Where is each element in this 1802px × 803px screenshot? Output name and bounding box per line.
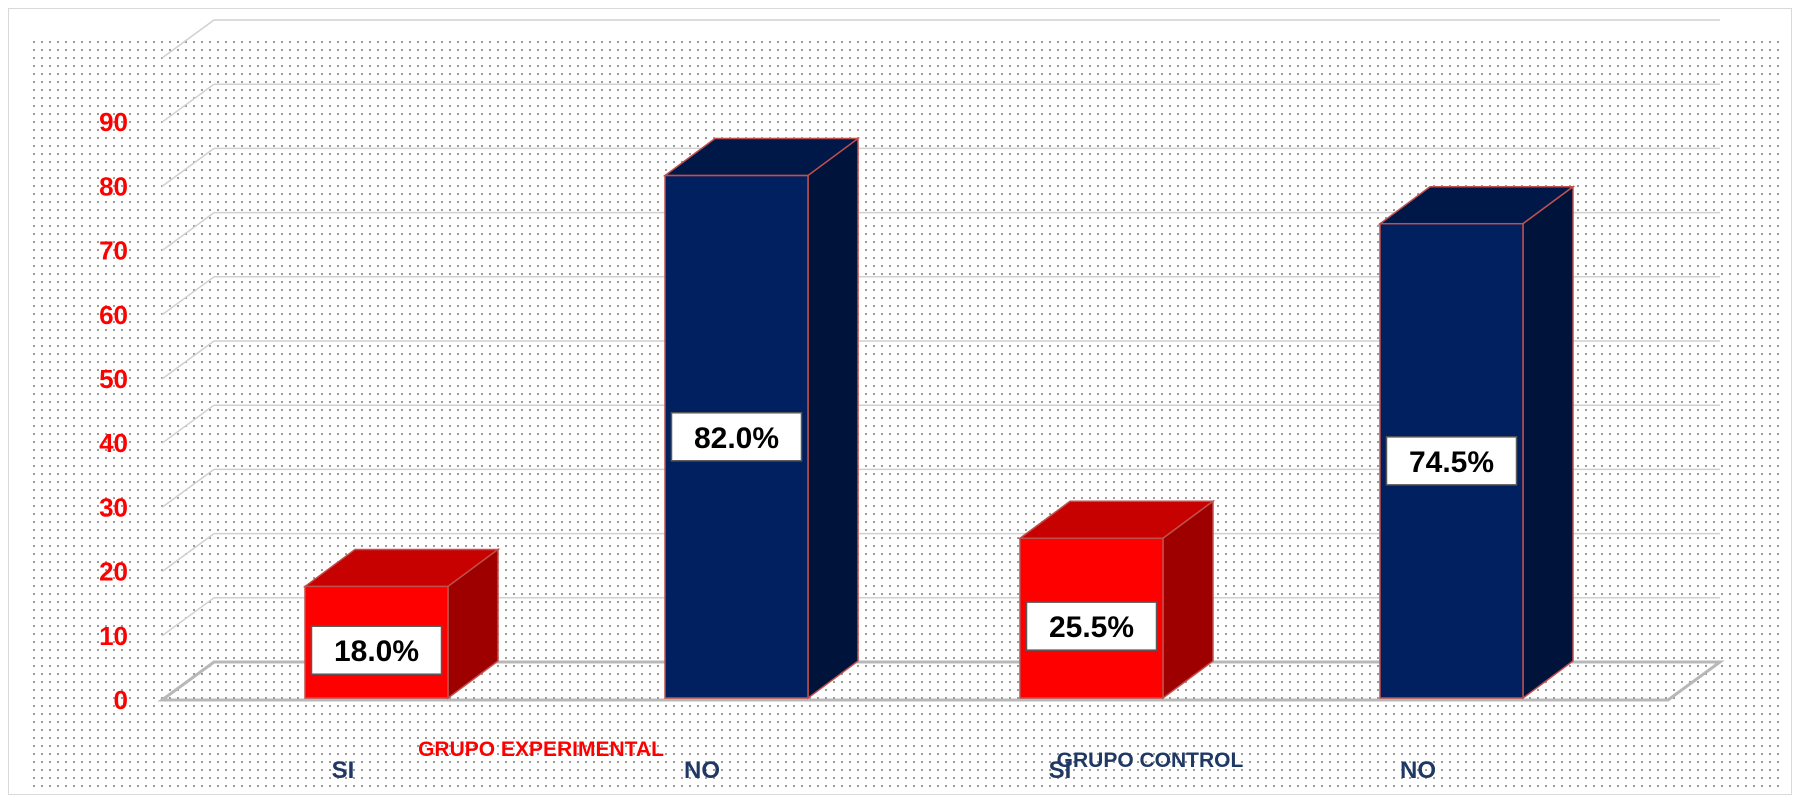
data-label-text: 82.0%	[694, 422, 779, 455]
y-tick-label: 70	[99, 236, 128, 266]
gridline-side	[161, 404, 215, 444]
gridline-side	[161, 19, 215, 59]
data-label-box	[1385, 436, 1518, 486]
floor	[157, 660, 1725, 702]
x-tick-label: NO	[1400, 757, 1436, 784]
x-tick-label: SI	[1049, 757, 1072, 784]
y-tick-label: 0	[114, 685, 128, 715]
y-axis-ticks: 0 10 20 30 40 50 60 70 80 90	[99, 107, 128, 715]
bar-2: 82.0%	[662, 137, 861, 700]
data-label-text: 18.0%	[334, 635, 419, 668]
group-label: GRUPO CONTROL	[1057, 749, 1244, 772]
gridline-side	[161, 83, 215, 123]
y-tick-label: 80	[99, 171, 128, 201]
y-tick-label: 40	[99, 428, 128, 458]
data-label-text: 25.5%	[1049, 611, 1134, 644]
gridline-side	[161, 532, 215, 573]
data-label: 18.0%	[310, 625, 443, 675]
bar-4: 74.5%	[1377, 185, 1576, 700]
y-tick-label: 20	[99, 557, 128, 587]
x-tick-label: SI	[332, 757, 355, 784]
x-axis-ticks: SI NO SI NO	[332, 757, 1436, 784]
bar-side	[807, 137, 859, 700]
data-label-box	[310, 625, 443, 675]
bar-side	[1522, 185, 1574, 700]
bars: 18.0% 82.0% 25.5% 74.5%	[302, 137, 1576, 700]
group-label: GRUPO EXPERIMENTAL	[418, 738, 664, 761]
bar-1: 18.0%	[302, 547, 501, 700]
data-label: 82.0%	[670, 412, 803, 462]
gridline-side	[161, 211, 215, 252]
y-tick-label: 10	[99, 621, 128, 651]
gridline-side	[161, 147, 215, 188]
data-label-box	[1025, 601, 1158, 651]
gridline-side	[161, 276, 215, 316]
x-tick-label: NO	[684, 757, 720, 784]
gridline-side	[161, 340, 215, 380]
y-tick-label: 90	[99, 107, 128, 137]
y-tick-label: 30	[99, 492, 128, 522]
chart-frame	[8, 8, 1792, 795]
y-tick-label: 50	[99, 364, 128, 394]
data-label-box	[670, 412, 803, 462]
y-tick-label: 60	[99, 300, 128, 330]
data-label-text: 74.5%	[1409, 446, 1494, 479]
group-labels: GRUPO EXPERIMENTAL GRUPO CONTROL	[418, 738, 1243, 772]
gridline-side	[161, 597, 215, 637]
data-label: 25.5%	[1025, 601, 1158, 651]
bar-3: 25.5%	[1017, 499, 1216, 700]
gridline-side	[161, 468, 215, 509]
data-label: 74.5%	[1385, 436, 1518, 486]
